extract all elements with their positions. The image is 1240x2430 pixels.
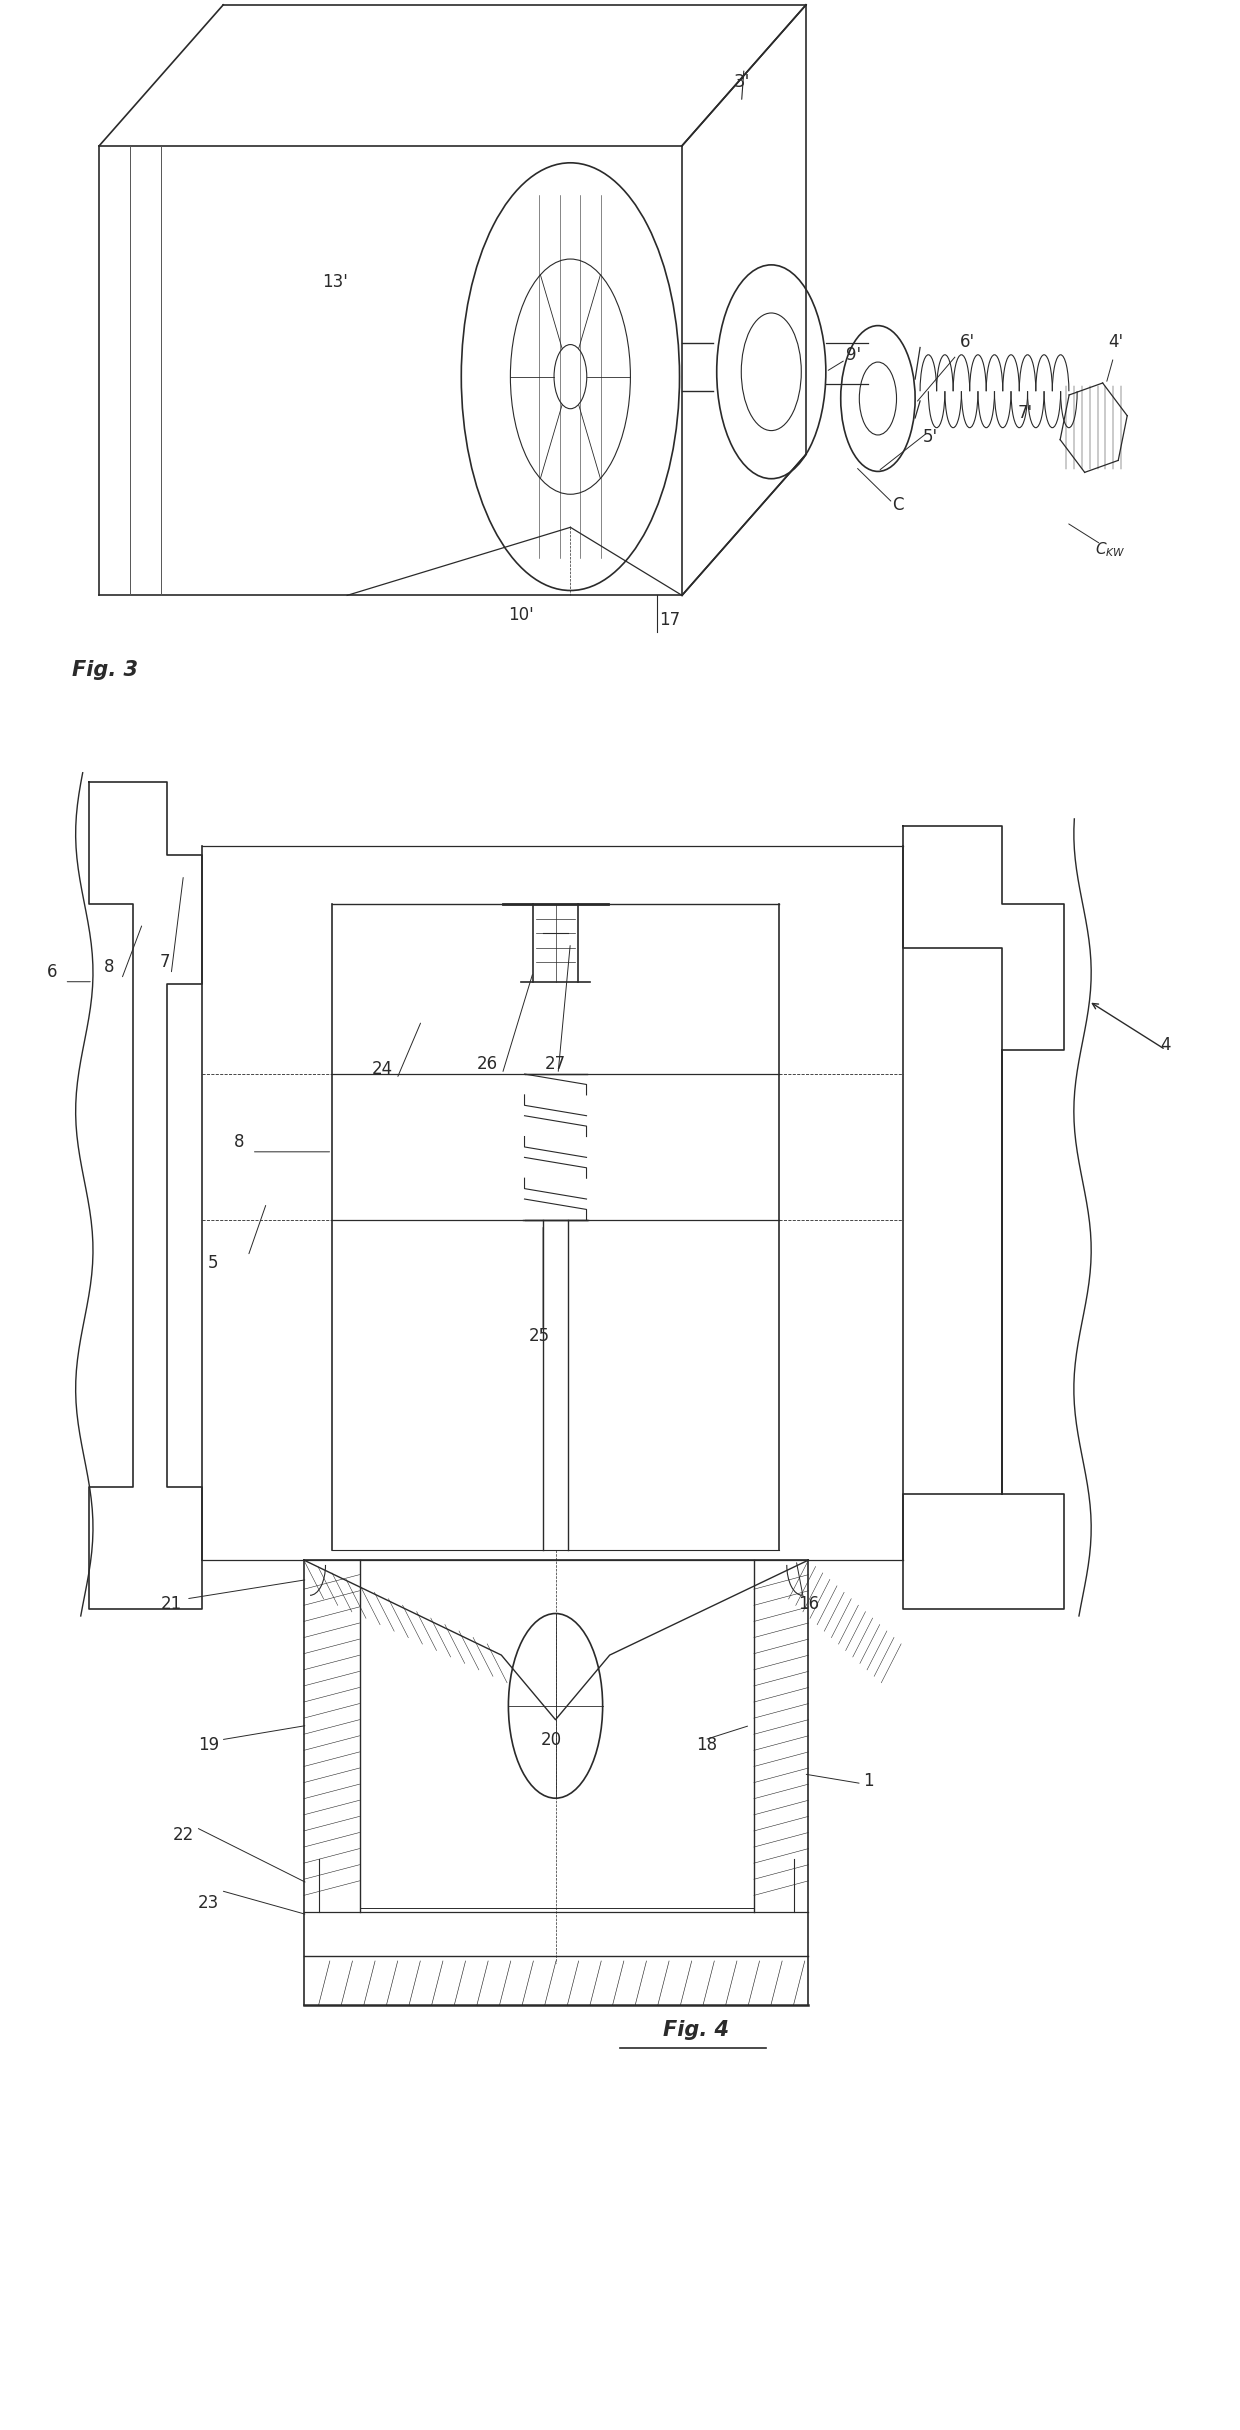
- Text: Fig. 4: Fig. 4: [663, 2019, 729, 2041]
- Text: 6': 6': [960, 333, 975, 352]
- Text: 8: 8: [104, 957, 114, 977]
- Text: 20: 20: [541, 1730, 563, 1750]
- Text: 19: 19: [197, 1735, 219, 1754]
- Text: Fig. 3: Fig. 3: [72, 659, 138, 680]
- Text: 6: 6: [47, 962, 57, 982]
- Text: 7: 7: [160, 953, 170, 972]
- Text: 22: 22: [172, 1825, 195, 1844]
- Text: 27: 27: [544, 1055, 567, 1074]
- Text: 5: 5: [208, 1254, 218, 1273]
- Text: 8: 8: [234, 1132, 244, 1152]
- Text: 10': 10': [508, 605, 533, 625]
- Text: 3': 3': [733, 73, 750, 92]
- Text: 24: 24: [371, 1059, 393, 1079]
- Text: 26: 26: [476, 1055, 498, 1074]
- Text: C: C: [892, 496, 904, 515]
- Text: 4': 4': [1109, 333, 1123, 352]
- Text: 1: 1: [863, 1771, 873, 1791]
- Text: 21: 21: [160, 1594, 182, 1614]
- Text: 23: 23: [197, 1893, 219, 1912]
- Text: 4: 4: [1161, 1035, 1171, 1055]
- Text: 13': 13': [322, 272, 347, 292]
- Text: 7': 7': [1018, 403, 1033, 423]
- Text: 25: 25: [528, 1327, 551, 1346]
- Text: 17: 17: [658, 610, 681, 629]
- Text: 9': 9': [846, 345, 861, 364]
- Text: $C_{KW}$: $C_{KW}$: [1095, 539, 1125, 559]
- Text: 18: 18: [696, 1735, 718, 1754]
- Text: 5': 5': [923, 428, 937, 447]
- Text: 16: 16: [797, 1594, 820, 1614]
